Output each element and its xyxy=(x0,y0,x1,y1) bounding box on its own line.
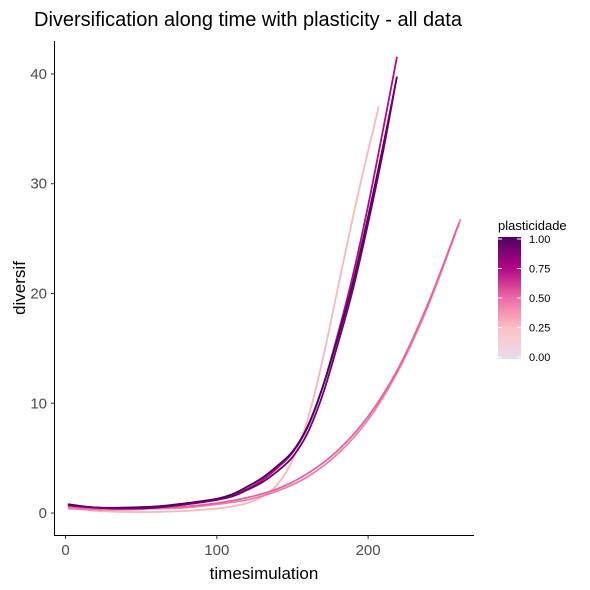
legend-label: 0.50 xyxy=(529,293,550,305)
legend: plasticidade 1.00 0.75 0.50 0.25 0.00 xyxy=(498,218,567,364)
plot-area: 0 100 200 0 10 20 30 40 xyxy=(30,41,474,559)
series-line xyxy=(67,84,397,510)
y-tick-label: 20 xyxy=(30,285,47,302)
legend-label: 1.00 xyxy=(529,234,550,246)
series-line xyxy=(67,222,460,510)
axis-ticks: 0 100 200 0 10 20 30 40 xyxy=(30,66,380,559)
x-tick-label: 200 xyxy=(356,542,381,559)
legend-ticks: 1.00 0.75 0.50 0.25 0.00 xyxy=(498,234,550,364)
legend-label: 0.75 xyxy=(529,264,550,276)
chart-title: Diversification along time with plastici… xyxy=(34,9,463,31)
y-tick-label: 10 xyxy=(30,395,47,412)
x-tick-label: 100 xyxy=(204,542,229,559)
legend-label: 0.25 xyxy=(529,323,550,335)
legend-title: plasticidade xyxy=(498,218,567,233)
series-layer xyxy=(67,56,462,513)
series-line xyxy=(67,219,462,511)
legend-colorbar xyxy=(498,237,521,359)
x-axis-title: timesimulation xyxy=(210,564,319,583)
x-tick-label: 0 xyxy=(61,542,69,559)
legend-label: 0.00 xyxy=(529,352,550,364)
y-axis-title: diversif xyxy=(10,261,29,315)
series-line xyxy=(67,76,398,509)
series-line xyxy=(67,105,380,513)
y-tick-label: 40 xyxy=(30,66,47,83)
y-tick-label: 30 xyxy=(30,176,47,193)
y-tick-label: 0 xyxy=(39,505,47,522)
